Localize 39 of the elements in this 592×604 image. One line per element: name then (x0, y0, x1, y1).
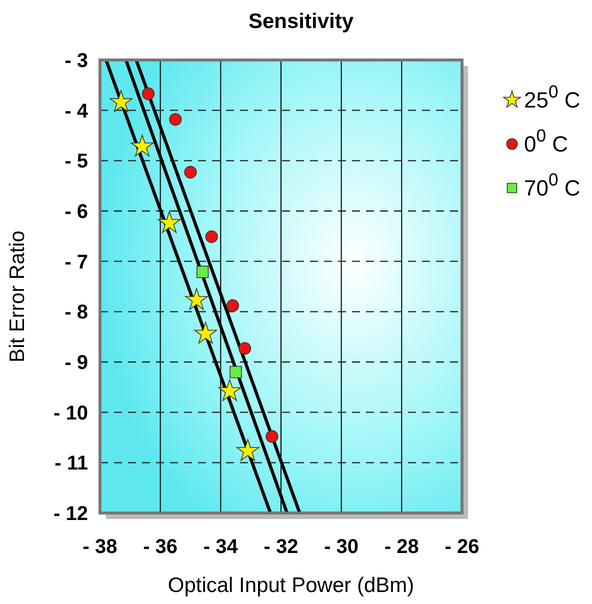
point (236, 439, 260, 461)
point (169, 113, 182, 126)
point (226, 299, 240, 312)
point (205, 230, 218, 243)
point (185, 288, 208, 310)
x-tick-label: - 32 (264, 536, 298, 558)
point (130, 134, 154, 156)
y-tick-label: - 12 (54, 503, 88, 525)
x-tick-label: - 28 (384, 536, 419, 558)
point (194, 322, 217, 344)
y-axis-title: Bit Error Ratio (6, 230, 29, 362)
legend-label: 70$^{0}$ C (524, 170, 580, 201)
chart-title: Sensitivity (248, 10, 354, 33)
x-tick-label: - 26 (444, 536, 480, 558)
point (158, 211, 181, 233)
y-tick-label: - 4 (64, 100, 89, 122)
y-tick-label: - 6 (64, 201, 88, 223)
y-tick-label: - 7 (64, 251, 88, 274)
y-tick-label: - 10 (54, 402, 88, 424)
point (230, 366, 242, 378)
point (218, 379, 242, 401)
y-tick-label: - 9 (64, 352, 88, 374)
point (266, 430, 278, 443)
x-tick-label: - 38 (82, 536, 118, 558)
x-tick-label: - 30 (324, 536, 359, 558)
y-tick-label: - 3 (64, 50, 88, 72)
y-tick-label: - 5 (64, 150, 88, 173)
point (238, 342, 252, 355)
point (196, 266, 209, 278)
x-tick-label: - 36 (143, 536, 178, 558)
legend-label: 0$^{0}$ C (524, 126, 568, 157)
y-tick-label: - 8 (64, 302, 88, 324)
y-tick-label: - 11 (54, 452, 88, 475)
x-tick-label: - 34 (203, 536, 239, 558)
x-axis-title: Optical Input Power (dBm) (168, 574, 414, 597)
point (110, 90, 133, 112)
legend-label: 25$^{0}$ C (524, 82, 580, 113)
point (184, 166, 197, 179)
point (142, 87, 155, 100)
